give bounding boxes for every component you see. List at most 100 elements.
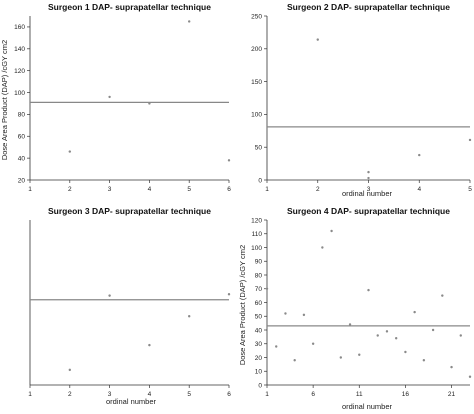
panel-1-data-point — [188, 20, 191, 23]
panel-1-x-tick-label: 2 — [68, 186, 72, 193]
panel-4-y-tick-label: 0 — [258, 382, 262, 389]
panel-1-data-point — [227, 159, 231, 162]
panel-2-title: Surgeon 2 DAP- suprapatellar technique — [287, 2, 450, 12]
panel-1-y-tick-label: 160 — [14, 24, 25, 31]
panel-4-data-point — [302, 313, 306, 317]
panel-3-x-tick-label: 4 — [148, 391, 152, 398]
panel-4-x-tick-label: 21 — [448, 391, 456, 398]
panel-2-data-point — [367, 170, 370, 174]
panel-4-y-tick-label: 120 — [251, 217, 262, 224]
panel-3-data-point — [148, 343, 151, 347]
panel-4-x-tick-label: 16 — [402, 391, 410, 398]
panel-1-x-tick-label: 3 — [108, 186, 112, 193]
panel-2-x-axis-label: ordinal number — [342, 189, 393, 198]
panel-1-title: Surgeon 1 DAP- suprapatellar technique — [48, 2, 211, 12]
panel-3-title: Surgeon 3 DAP- suprapatellar technique — [48, 206, 211, 216]
panel-1-data-point — [148, 102, 151, 105]
panel-4-data-point — [367, 288, 370, 292]
panel-1-x-tick-label: 6 — [227, 186, 231, 193]
panel-4-data-point — [330, 229, 333, 233]
panel-4-y-tick-label: 110 — [252, 231, 263, 238]
panel-4-data-point — [265, 287, 269, 290]
panel-1-y-tick-label: 120 — [14, 68, 25, 75]
panel-4-x-axis-label: ordinal number — [342, 402, 393, 411]
panel-2-y-tick-label: 100 — [251, 112, 262, 119]
panel-2-data-point — [418, 153, 421, 157]
panel-3-x-tick-label: 6 — [227, 391, 231, 398]
panel-1-y-tick-label: 100 — [14, 90, 25, 97]
panel-3: Surgeon 3 DAP- suprapatellar technique 1 2… — [28, 206, 231, 406]
panel-3-data-point — [188, 315, 191, 318]
panel-1-x-tick-label: 4 — [148, 186, 152, 193]
panel-4-y-tick-label: 90 — [255, 259, 263, 266]
panel-4-data-point — [348, 323, 352, 326]
panel-4-data-point — [431, 328, 435, 332]
panel-2-y-tick-label: 200 — [251, 46, 262, 53]
panel-4-y-tick-label: 10 — [255, 369, 263, 376]
panel-4-data-point — [358, 353, 361, 356]
panel-3-data-point — [108, 294, 111, 297]
panel-4-x-tick-label: 6 — [311, 391, 315, 398]
panel-4-data-point — [275, 345, 278, 348]
panel-1-y-tick-label: 20 — [18, 177, 26, 184]
panel-1-y-axis-label: Dose Area Product (DAP) /cGY cm2 — [0, 40, 9, 160]
panel-3-data-point — [68, 368, 72, 372]
panel-2-y-tick-label: 50 — [255, 145, 263, 152]
panel-4-data-point — [422, 359, 426, 362]
panel-4-data-point — [441, 294, 444, 297]
panel-2-data-point — [468, 138, 472, 142]
panel-3-data-point — [227, 293, 231, 296]
panel-4-data-point — [293, 359, 296, 362]
panel-4-data-point — [321, 246, 324, 249]
panel-1-y-tick-label: 80 — [18, 112, 26, 119]
panel-3-x-tick-label: 2 — [68, 391, 72, 398]
panel-2-x-tick-label: 5 — [468, 186, 472, 193]
panel-1-y-tick-label: 40 — [18, 155, 26, 162]
panel-1-data-point — [68, 150, 72, 153]
panel-1-data-point — [108, 95, 111, 99]
panel-4-data-point — [311, 342, 315, 345]
panel-2-x-tick-label: 1 — [265, 186, 269, 193]
panel-2-y-tick-label: 0 — [258, 177, 262, 184]
panel-4-data-point — [459, 334, 462, 337]
panel-4-data-point — [450, 365, 453, 369]
panel-1-x-tick-label: 5 — [187, 186, 191, 193]
panel-4-data-point — [413, 310, 416, 314]
panel-4-data-point — [404, 350, 407, 354]
panel-2-x-tick-label: 4 — [417, 186, 421, 193]
panel-1-x-tick-label: 1 — [28, 186, 32, 193]
panel-2-y-tick-label: 250 — [251, 13, 262, 20]
panel-2-y-tick-label: 150 — [251, 79, 262, 86]
panel-4-y-tick-label: 100 — [251, 245, 262, 252]
panel-4-y-tick-label: 80 — [255, 272, 263, 279]
panel-1-y-tick-label: 140 — [14, 46, 25, 53]
panel-4-title: Surgeon 4 DAP- suprapatellar technique — [287, 206, 450, 216]
panel-1-y-tick-label: 60 — [18, 134, 26, 141]
panel-4-y-tick-label: 70 — [255, 286, 263, 293]
panel-4-data-point — [394, 337, 398, 340]
panel-3-x-tick-label: 5 — [187, 391, 191, 398]
panel-4-data-point — [468, 375, 472, 378]
panel-2: Surgeon 2 DAP- suprapatellar technique 1 2… — [251, 2, 472, 198]
panel-3-x-tick-label: 1 — [28, 391, 32, 398]
panel-2-x-tick-label: 3 — [367, 186, 371, 193]
panel-4-y-tick-label: 50 — [255, 314, 263, 321]
panel-4-y-tick-label: 20 — [255, 355, 263, 362]
panel-2-data-point — [316, 38, 319, 41]
panel-3-x-axis-label: ordinal number — [106, 397, 157, 406]
panel-2-x-tick-label: 2 — [316, 186, 320, 193]
panel-4-data-point — [376, 334, 379, 337]
panel-2-data-point — [367, 176, 370, 180]
panel-4-x-tick-label: 1 — [265, 391, 269, 398]
panel-4-y-tick-label: 40 — [255, 327, 263, 334]
panel-4-data-point — [339, 356, 343, 359]
panel-4-y-tick-label: 30 — [255, 341, 263, 348]
panel-4-x-tick-label: 11 — [356, 391, 363, 398]
panel-4-y-tick-label: 60 — [255, 300, 263, 307]
panel-4-y-axis-label: Dose Area Product (DAP) /cGY cm2 — [238, 245, 247, 365]
panel-4-data-point — [385, 330, 389, 333]
